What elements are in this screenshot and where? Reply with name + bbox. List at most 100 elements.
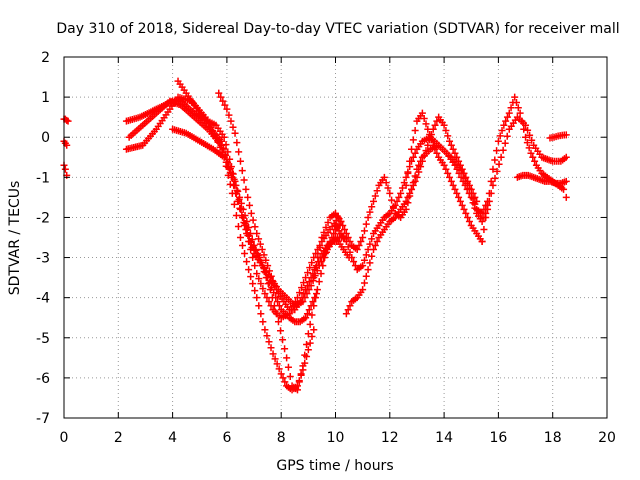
- data-point: [260, 251, 268, 259]
- data-point: [274, 298, 282, 306]
- data-point: [271, 282, 279, 290]
- data-point: [366, 240, 374, 248]
- data-point: [469, 189, 477, 197]
- data-point: [298, 294, 306, 302]
- data-point: [426, 131, 434, 139]
- data-point: [337, 217, 345, 225]
- data-point: [402, 181, 410, 189]
- data-point: [456, 161, 464, 169]
- y-tick-labels: 2 1 0 -1 -2 -3 -4 -5 -6 -7: [36, 50, 50, 427]
- data-point: [408, 145, 416, 153]
- x-tick-label: 20: [598, 430, 616, 446]
- data-point: [306, 320, 314, 328]
- data-point: [312, 294, 320, 302]
- data-point: [359, 234, 367, 241]
- data-point: [485, 197, 493, 205]
- data-point: [242, 185, 250, 193]
- x-tick-label: 18: [544, 430, 562, 446]
- data-point: [312, 290, 320, 298]
- x-tick-label: 0: [60, 430, 69, 446]
- data-point: [315, 278, 323, 286]
- data-point: [238, 211, 246, 219]
- data-point: [433, 117, 441, 125]
- data-point: [317, 270, 325, 278]
- data-point: [440, 121, 448, 129]
- data-point: [409, 136, 417, 144]
- x-tick-label: 2: [114, 430, 123, 446]
- data-point: [531, 157, 539, 165]
- data-point: [502, 117, 510, 125]
- data-point: [453, 153, 461, 161]
- data-point: [503, 132, 511, 140]
- data-point: [431, 145, 439, 153]
- data-point: [248, 244, 256, 252]
- data-point: [473, 197, 481, 205]
- data-point: [411, 177, 419, 185]
- data-point: [562, 153, 570, 161]
- data-point: [293, 386, 301, 394]
- data-point: [420, 152, 428, 160]
- data-point: [495, 160, 503, 168]
- data-point: [244, 231, 252, 239]
- data-point: [493, 167, 501, 175]
- data-point: [440, 161, 448, 169]
- data-point: [487, 177, 495, 185]
- data-points: [60, 77, 570, 394]
- data-point: [264, 280, 272, 288]
- data-point: [255, 275, 263, 283]
- y-tick-label: -4: [36, 291, 50, 307]
- data-point: [251, 223, 259, 231]
- data-point: [449, 181, 457, 189]
- data-point: [236, 193, 244, 201]
- data-point: [503, 113, 511, 121]
- data-point: [357, 238, 365, 246]
- data-point: [298, 284, 306, 292]
- data-point: [402, 173, 410, 181]
- data-point: [370, 246, 378, 254]
- x-tick-label: 12: [381, 430, 399, 446]
- data-point: [368, 252, 376, 260]
- data-point: [266, 286, 274, 294]
- data-point: [308, 311, 316, 319]
- data-point: [263, 332, 271, 340]
- data-point: [371, 242, 379, 250]
- data-point: [263, 294, 271, 302]
- data-point: [277, 327, 285, 335]
- data-point: [295, 378, 303, 386]
- y-tick-label: 2: [41, 50, 50, 66]
- data-point: [224, 158, 232, 166]
- data-point: [478, 217, 486, 225]
- data-point: [499, 146, 507, 154]
- data-point: [232, 189, 240, 197]
- data-point: [261, 326, 269, 334]
- data-point: [433, 149, 441, 157]
- data-point: [303, 310, 311, 318]
- data-point: [397, 189, 405, 197]
- data-point: [522, 133, 530, 141]
- data-point: [269, 278, 277, 286]
- data-point: [265, 267, 273, 275]
- data-point: [489, 165, 497, 173]
- y-tick-label: -3: [36, 251, 50, 267]
- data-point: [355, 242, 363, 250]
- data-point: [316, 244, 324, 252]
- data-point: [446, 137, 454, 145]
- data-point: [235, 148, 243, 156]
- data-point: [359, 286, 367, 294]
- data-point: [239, 242, 247, 250]
- data-point: [243, 258, 251, 266]
- data-point: [273, 360, 281, 368]
- data-point: [267, 302, 275, 310]
- data-point: [341, 225, 349, 233]
- data-point: [364, 213, 372, 221]
- data-point: [415, 168, 423, 176]
- data-point: [234, 197, 242, 205]
- data-point: [346, 248, 354, 256]
- data-point: [227, 117, 235, 125]
- data-point: [442, 165, 450, 173]
- data-point: [386, 189, 394, 197]
- data-point: [444, 132, 452, 140]
- data-point: [360, 256, 368, 264]
- y-axis-label: SDTVAR / TECUs: [7, 181, 23, 296]
- y-tick-label: -5: [36, 331, 50, 347]
